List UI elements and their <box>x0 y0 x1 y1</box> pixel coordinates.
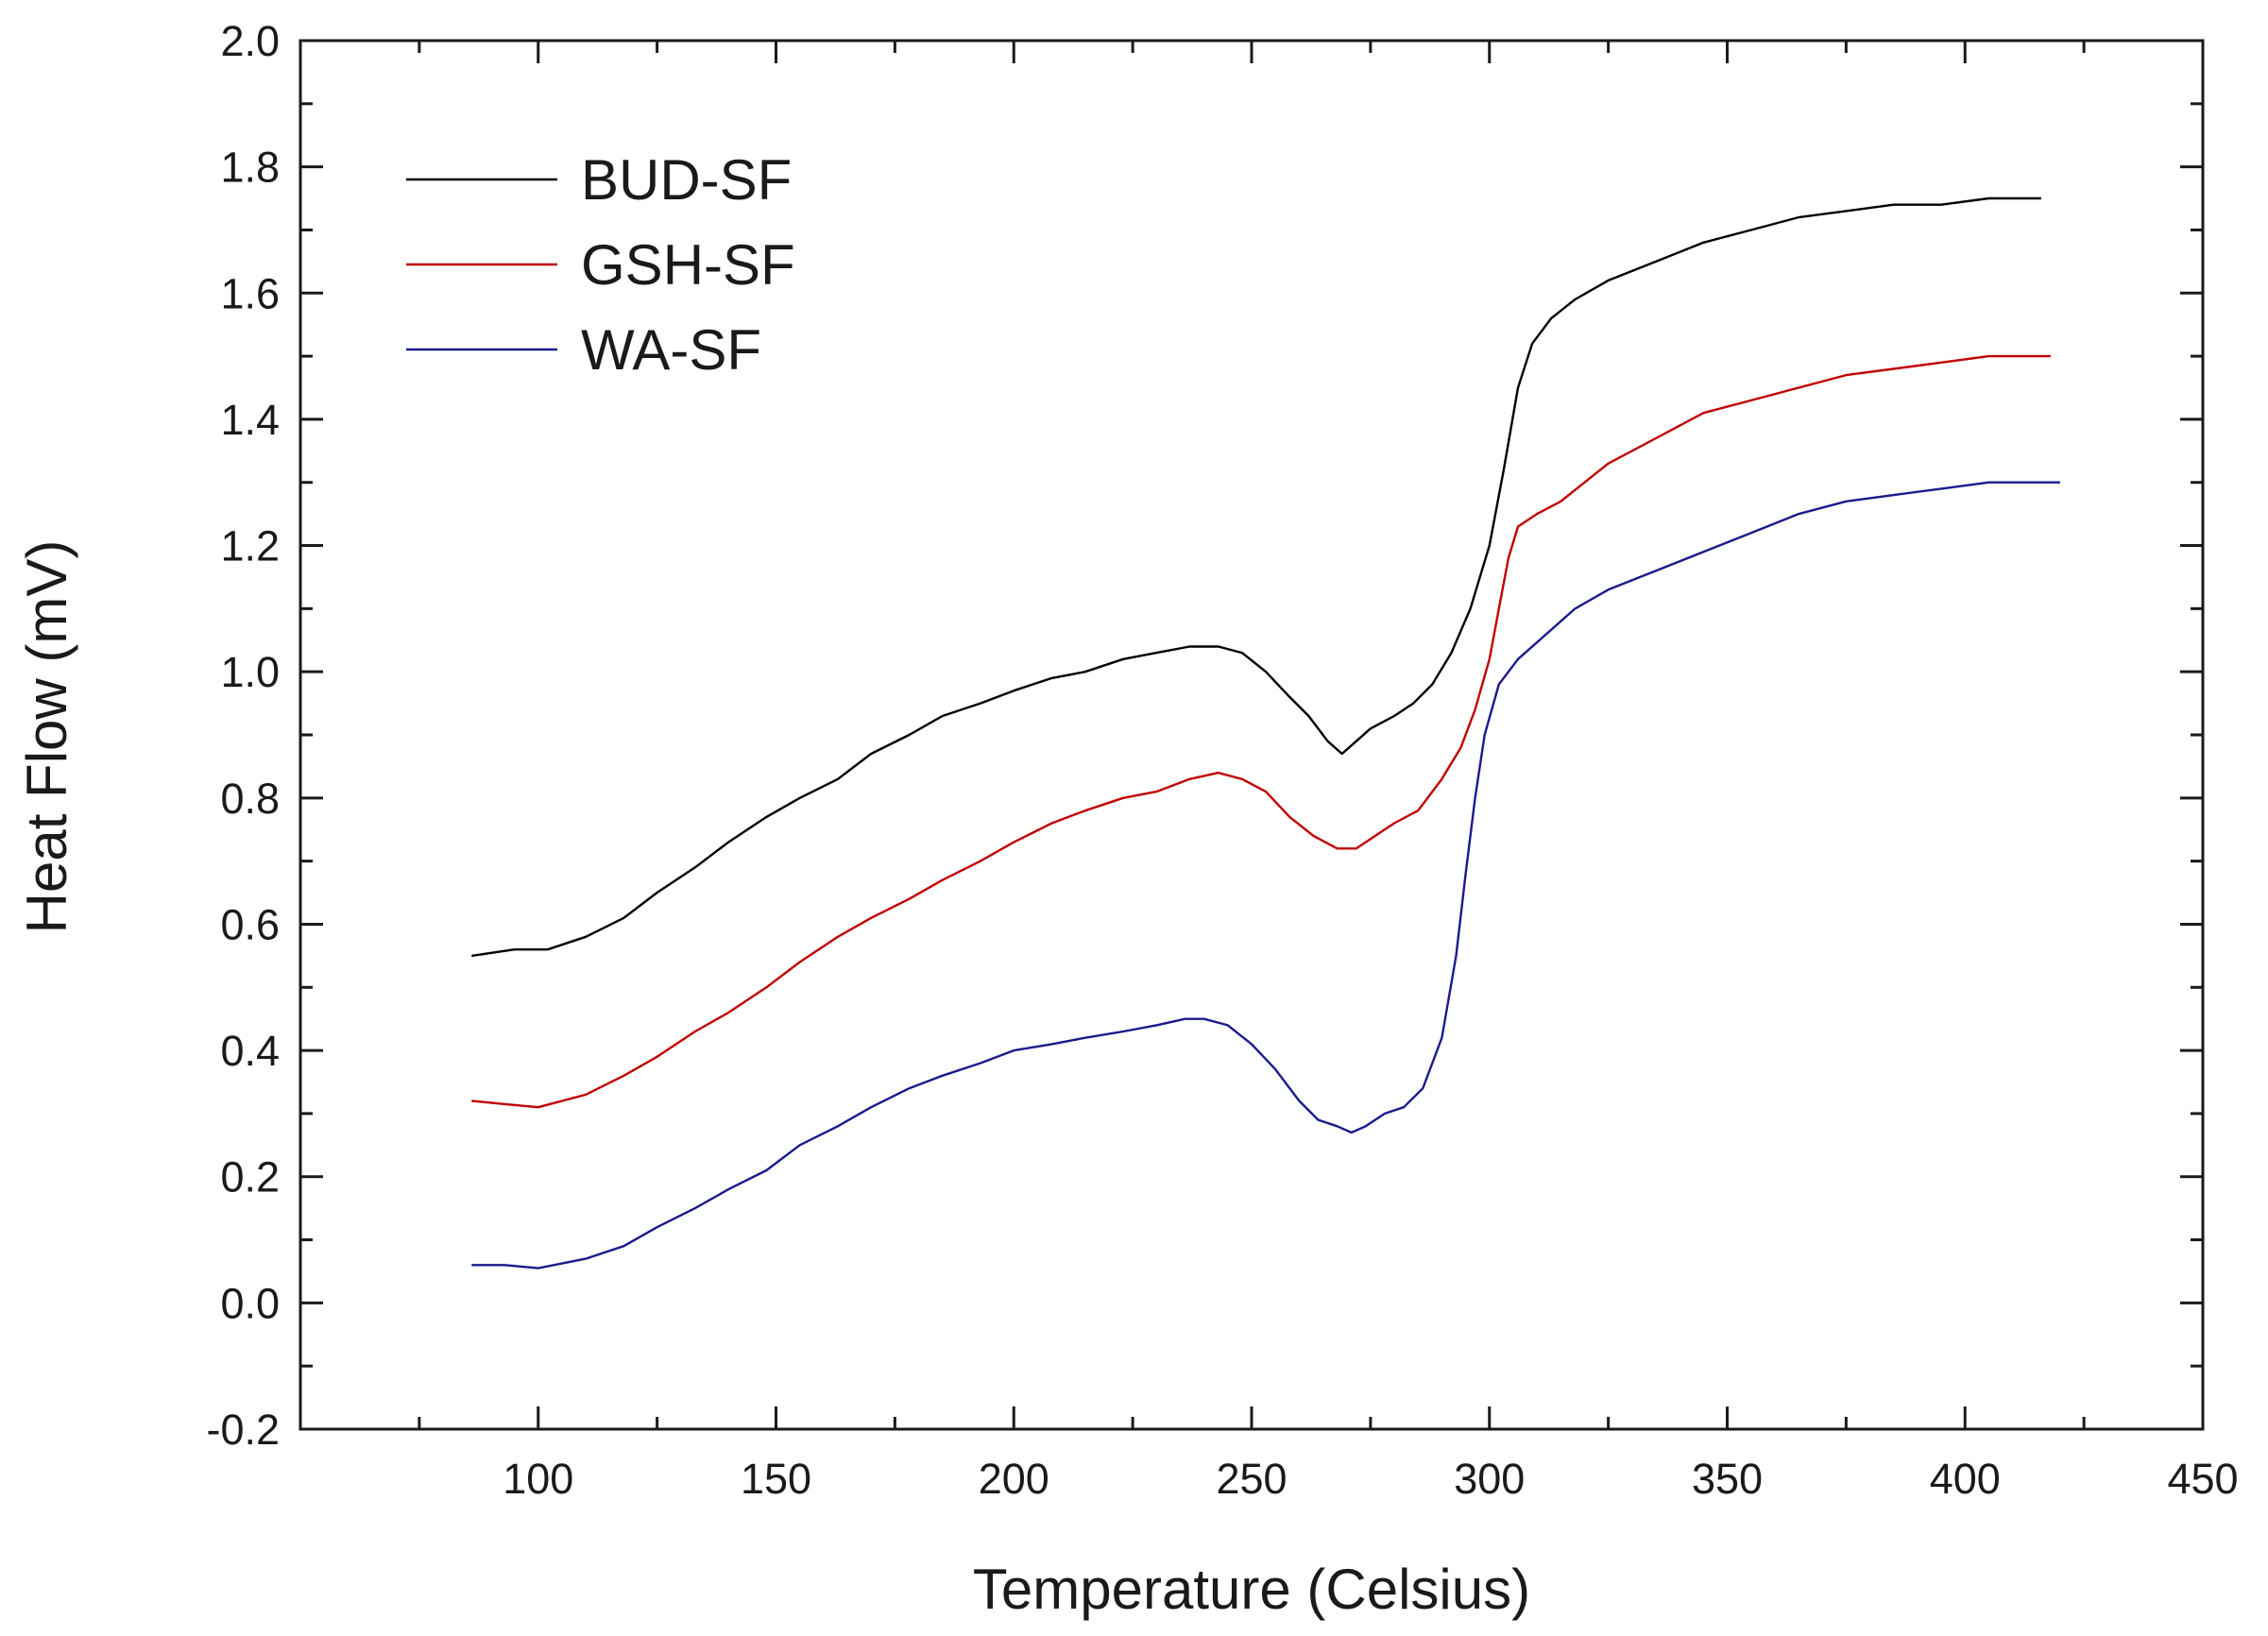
y-tick-label: -0.2 <box>206 1406 280 1454</box>
x-axis-ticks <box>418 41 2205 1429</box>
x-tick-label: 450 <box>2167 1455 2238 1503</box>
x-tick-label: 250 <box>1216 1455 1287 1503</box>
y-axis-title: Heat Flow (mV) <box>15 540 78 934</box>
y-tick-label: 1.8 <box>220 144 280 192</box>
y-tick-label: 1.2 <box>220 522 280 571</box>
series-curves <box>471 196 2060 1270</box>
x-tick-label: 100 <box>503 1455 573 1503</box>
y-axis-tick-labels: -0.2 0.0 0.2 0.4 0.6 0.8 1.0 1.2 1.4 1.6 1.8 2.0 <box>206 17 280 1454</box>
series-line-gsh-sf <box>471 354 2051 1109</box>
y-tick-label: 0.2 <box>220 1153 280 1201</box>
x-tick-label: 350 <box>1692 1455 1763 1503</box>
y-tick-label: 1.0 <box>220 648 280 696</box>
y-tick-label: 2.0 <box>220 17 280 65</box>
x-tick-label: 200 <box>979 1455 1049 1503</box>
x-axis-title: Temperature (Celsius) <box>973 1558 1530 1621</box>
legend-label-gsh-sf: GSH-SF <box>581 233 795 297</box>
legend: BUD-SF GSH-SF WA-SF <box>406 148 795 382</box>
y-tick-label: 0.0 <box>220 1279 280 1327</box>
y-axis-ticks <box>300 39 2203 1431</box>
series-line-bud-sf <box>471 196 2041 958</box>
legend-label-bud-sf: BUD-SF <box>581 148 792 212</box>
legend-label-wa-sf: WA-SF <box>581 318 761 382</box>
series-line-wa-sf <box>471 481 2060 1270</box>
y-tick-label: 0.4 <box>220 1027 280 1075</box>
y-tick-label: 0.6 <box>220 900 280 948</box>
x-tick-label: 150 <box>741 1455 811 1503</box>
x-tick-label: 300 <box>1454 1455 1525 1503</box>
y-tick-label: 1.4 <box>220 396 280 444</box>
y-tick-label: 1.6 <box>220 269 280 317</box>
x-tick-label: 400 <box>1930 1455 2001 1503</box>
y-tick-label: 0.8 <box>220 775 280 823</box>
x-axis-tick-labels: 100 150 200 250 300 350 400 450 <box>503 1455 2238 1503</box>
